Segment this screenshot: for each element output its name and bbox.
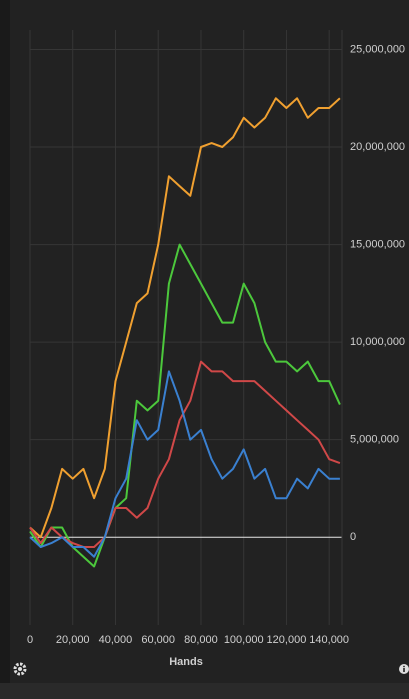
y-tick-label: 0 (350, 531, 356, 543)
x-tick-label: 40,000 (99, 634, 133, 646)
series-line (29, 97, 341, 539)
x-tick-label: 100,000 (224, 634, 264, 646)
side-strip (0, 0, 10, 699)
y-tick-label: 10,000,000 (350, 336, 405, 348)
x-tick-label: 60,000 (141, 634, 175, 646)
info-icon[interactable] (399, 664, 409, 674)
x-tick-label: 120,000 (267, 634, 307, 646)
y-tick-label: 15,000,000 (350, 238, 405, 250)
x-tick-label: 0 (27, 634, 33, 646)
x-tick-label: 140,000 (309, 634, 349, 646)
x-axis-label: Hands (169, 656, 203, 668)
x-tick-label: 20,000 (56, 634, 90, 646)
series-line (29, 370, 340, 558)
series-line (29, 243, 341, 568)
y-tick-label: 5,000,000 (350, 434, 399, 446)
y-tick-label: 20,000,000 (350, 141, 405, 153)
y-tick-label: 25,000,000 (350, 43, 405, 55)
bottom-strip (0, 683, 409, 699)
settings-icon[interactable] (13, 662, 27, 676)
x-tick-label: 80,000 (184, 634, 218, 646)
